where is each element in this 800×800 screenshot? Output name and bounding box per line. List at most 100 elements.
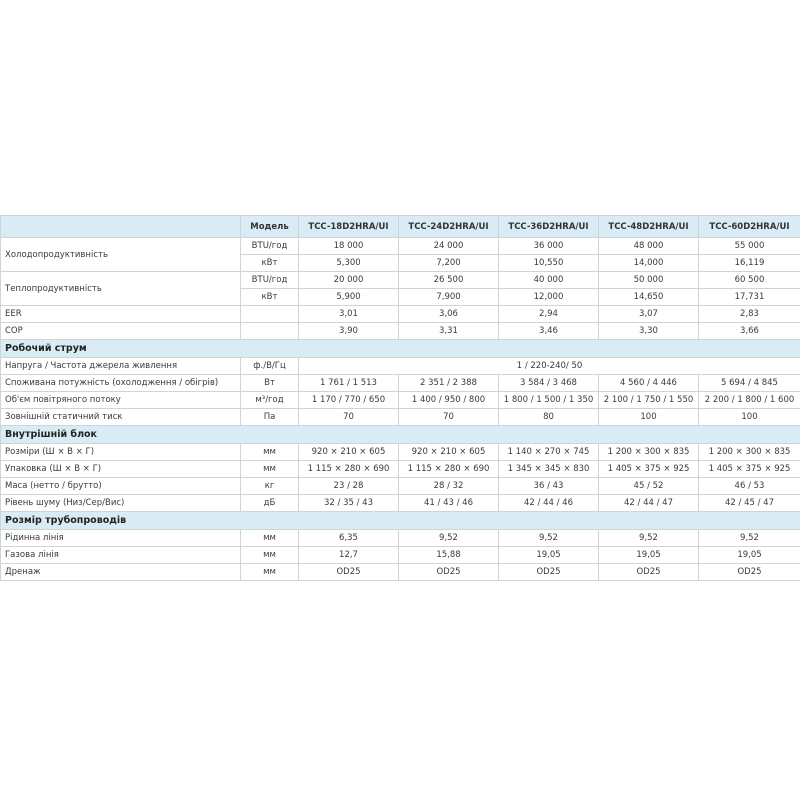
cell-value: 24 000 <box>398 237 499 255</box>
cell-value: 1 115 × 280 × 690 <box>398 460 499 478</box>
unit: Вт <box>240 374 299 392</box>
cell-value: 19,05 <box>598 546 699 564</box>
cell-value: 9,52 <box>598 529 699 547</box>
table-body: Модель TCC-18D2HRA/UI TCC-24D2HRA/UI TCC-36… <box>0 215 800 581</box>
table-row: EER 3,01 3,06 2,94 3,07 2,83 <box>0 305 800 323</box>
unit: мм <box>240 546 299 564</box>
table-row: Зовнішній статичний тиск Па 70 70 80 100 100 <box>0 408 800 426</box>
unit: BTU/год <box>240 237 299 255</box>
section-title: Розмір трубопроводів <box>0 511 800 530</box>
cell-value: 1 405 × 375 × 925 <box>598 460 699 478</box>
unit: м³/год <box>240 391 299 409</box>
table-row: Споживана потужність (охолодження / обіг… <box>0 374 800 392</box>
section-title: Внутрішній блок <box>0 425 800 444</box>
cell-value: 46 / 53 <box>698 477 800 495</box>
cell-value: 15,88 <box>398 546 499 564</box>
cell-value: OD25 <box>598 563 699 581</box>
cell-value: 20 000 <box>298 271 399 289</box>
cell-value: 14,000 <box>598 254 699 272</box>
cell-value: 19,05 <box>698 546 800 564</box>
model-name: TCC-36D2HRA/UI <box>498 215 599 238</box>
cell-value: 50 000 <box>598 271 699 289</box>
cell-value: 1 345 × 345 × 830 <box>498 460 599 478</box>
table-row: Рідинна лінія мм 6,35 9,52 9,52 9,52 9,52 <box>0 529 800 547</box>
table-row: Упаковка (Ш × В × Г) мм 1 115 × 280 × 690 1… <box>0 460 800 478</box>
cell-value: 1 405 × 375 × 925 <box>698 460 800 478</box>
cell-value: 2 351 / 2 388 <box>398 374 499 392</box>
unit: кВт <box>240 288 299 306</box>
table-row: Внутрішній блок <box>0 425 800 444</box>
cell-value: 40 000 <box>498 271 599 289</box>
cell-value: 2,94 <box>498 305 599 323</box>
table-row: Рівень шуму (Низ/Сер/Вис) дБ 32 / 35 / 43 4… <box>0 494 800 512</box>
table-row: Робочий струм <box>0 339 800 358</box>
cell-value: 9,52 <box>698 529 800 547</box>
cell-value: 70 <box>398 408 499 426</box>
row-label: COP <box>0 322 241 340</box>
table-row: Напруга / Частота джерела живлення ф./В/Г… <box>0 357 800 375</box>
cell-value: OD25 <box>398 563 499 581</box>
unit: дБ <box>240 494 299 512</box>
unit: мм <box>240 460 299 478</box>
model-name: TCC-24D2HRA/UI <box>398 215 499 238</box>
cell-value: 18 000 <box>298 237 399 255</box>
cell-value: 1 400 / 950 / 800 <box>398 391 499 409</box>
unit: мм <box>240 563 299 581</box>
cell-value: 3,07 <box>598 305 699 323</box>
unit <box>240 305 299 323</box>
unit: мм <box>240 529 299 547</box>
table-row: COP 3,90 3,31 3,46 3,30 3,66 <box>0 322 800 340</box>
cell-value: 36 000 <box>498 237 599 255</box>
header-label: Модель <box>240 215 299 238</box>
cell-value: 48 000 <box>598 237 699 255</box>
row-label: Теплопродуктивність <box>0 271 241 306</box>
cell-value: 5,300 <box>298 254 399 272</box>
cell-value: 14,650 <box>598 288 699 306</box>
cell-value: 2,83 <box>698 305 800 323</box>
table-row: Дренаж мм OD25 OD25 OD25 OD25 OD25 <box>0 563 800 581</box>
row-label: Холодопродуктивність <box>0 237 241 272</box>
cell-value: 42 / 45 / 47 <box>698 494 800 512</box>
cell-value: 16,119 <box>698 254 800 272</box>
row-label: Рівень шуму (Низ/Сер/Вис) <box>0 494 241 512</box>
cell-value: 55 000 <box>698 237 800 255</box>
cell-value: 3,31 <box>398 322 499 340</box>
cell-value: 42 / 44 / 46 <box>498 494 599 512</box>
cell-value: 36 / 43 <box>498 477 599 495</box>
cell-value: 3,46 <box>498 322 599 340</box>
spec-table: Модель TCC-18D2HRA/UI TCC-24D2HRA/UI TCC-36… <box>0 215 800 581</box>
table-row: кВт 5,900 7,900 12,000 14,650 17,731 <box>1 288 800 306</box>
cell-value: 1 170 / 770 / 650 <box>298 391 399 409</box>
unit: BTU/год <box>240 271 299 289</box>
cell-value: 41 / 43 / 46 <box>398 494 499 512</box>
cell-value: 3 584 / 3 468 <box>498 374 599 392</box>
cell-value: 1 800 / 1 500 / 1 350 <box>498 391 599 409</box>
cell-value: 80 <box>498 408 599 426</box>
cell-value: OD25 <box>298 563 399 581</box>
row-label: Рідинна лінія <box>0 529 241 547</box>
cell-value: 60 500 <box>698 271 800 289</box>
cell-value: 32 / 35 / 43 <box>298 494 399 512</box>
cell-value: 26 500 <box>398 271 499 289</box>
cell-value: 2 100 / 1 750 / 1 550 <box>598 391 699 409</box>
cell-value: 1 200 × 300 × 835 <box>698 443 800 461</box>
table-row: Газова лінія мм 12,7 15,88 19,05 19,05 19,05 <box>0 546 800 564</box>
row-label: Дренаж <box>0 563 241 581</box>
row-label: Об'єм повітряного потоку <box>0 391 241 409</box>
cell-value: 920 × 210 × 605 <box>298 443 399 461</box>
row-label: EER <box>0 305 241 323</box>
cell-value: 70 <box>298 408 399 426</box>
cell-value: 2 200 / 1 800 / 1 600 <box>698 391 800 409</box>
cell-value: 9,52 <box>398 529 499 547</box>
table-row: Модель TCC-18D2HRA/UI TCC-24D2HRA/UI TCC-36… <box>0 215 800 238</box>
model-name: TCC-18D2HRA/UI <box>298 215 399 238</box>
model-name: TCC-60D2HRA/UI <box>698 215 800 238</box>
unit: кВт <box>240 254 299 272</box>
unit: ф./В/Гц <box>240 357 299 375</box>
row-label: Напруга / Частота джерела живлення <box>0 357 241 375</box>
row-label: Упаковка (Ш × В × Г) <box>0 460 241 478</box>
cell-value: 1 / 220-240/ 50 <box>298 357 800 375</box>
cell-value: 3,30 <box>598 322 699 340</box>
cell-value: OD25 <box>698 563 800 581</box>
unit <box>240 322 299 340</box>
